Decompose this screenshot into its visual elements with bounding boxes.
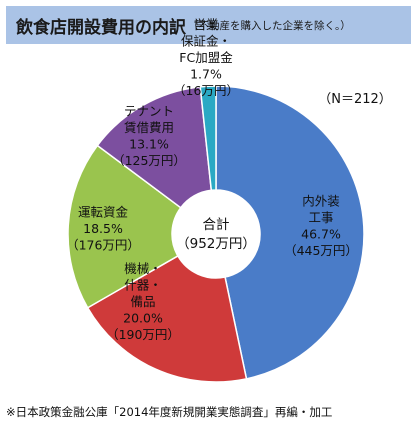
slice-label-tenant-deposit: テナント賃借費用 13.1%（125万円） bbox=[112, 103, 186, 168]
slice-label-working-capital: 運転資金 18.5%（176万円） bbox=[66, 205, 140, 253]
sample-size-label: （N＝212） bbox=[318, 92, 392, 107]
center-total-label: 合計（952万円） bbox=[176, 217, 256, 252]
slice-label-interior: 内外装工事 46.7%（445万円） bbox=[284, 193, 358, 258]
slice-label-equipment: 機械・什器・備品 20.0%（190万円） bbox=[106, 261, 180, 342]
slice-label-business-deposit: 営業保証金・ FC加盟金 1.7%（16万円） bbox=[173, 17, 239, 98]
chart-subtitle: （不動産を購入した企業を除く。） bbox=[188, 19, 351, 32]
slice-tenant-deposit bbox=[96, 86, 213, 209]
slice-interior bbox=[215, 85, 365, 380]
chart-title: 飲食店開設費用の内訳 bbox=[16, 17, 186, 38]
slice-working-capital bbox=[67, 144, 182, 309]
source-note: ※日本政策金融公庫「2014年度新規開業実態調査」再編・加工 bbox=[6, 405, 333, 419]
title-bar: 飲食店開設費用の内訳 （不動産を購入した企業を除く。） bbox=[6, 6, 411, 44]
slice-business-deposit bbox=[199, 85, 217, 192]
slice-equipment bbox=[86, 254, 248, 383]
